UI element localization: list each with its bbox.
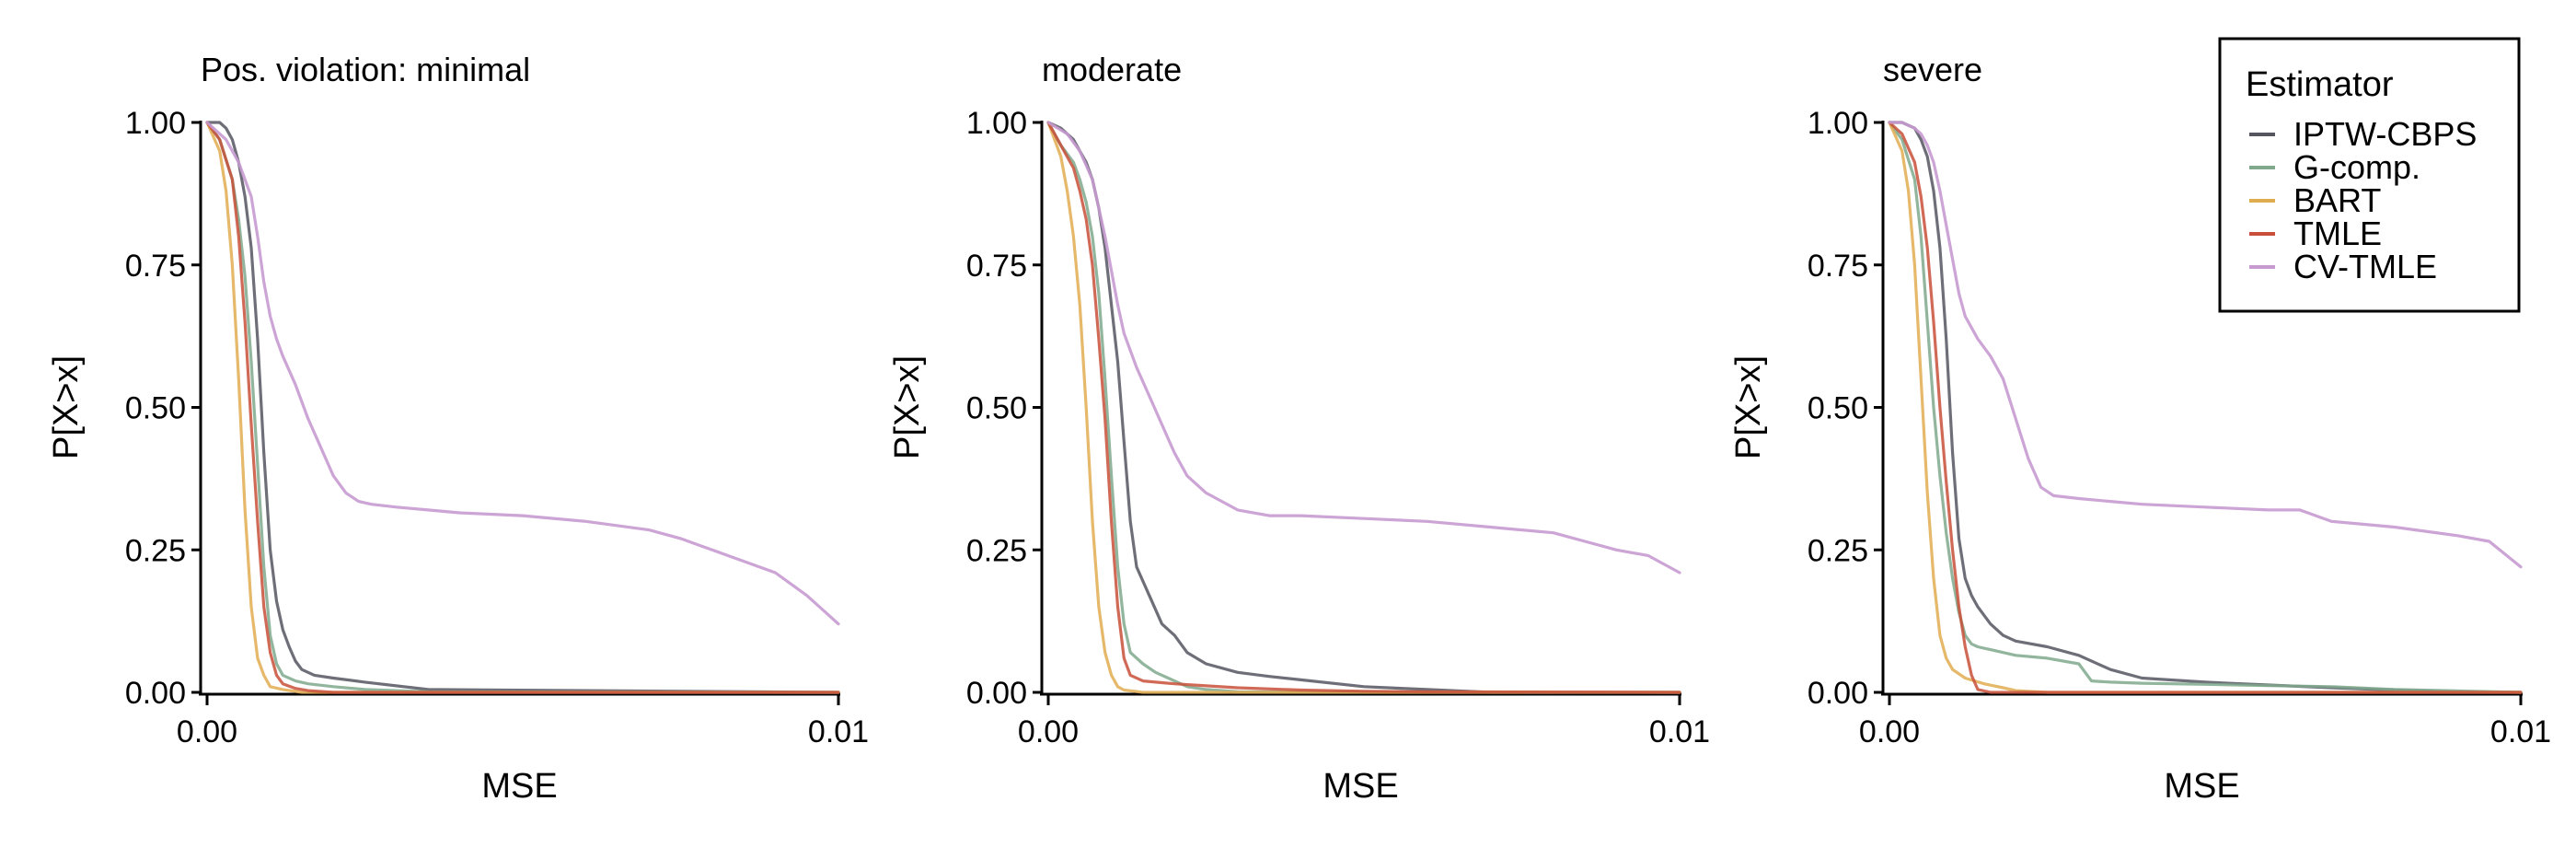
x-tick-label: 0.00 (1859, 714, 1920, 749)
series-line-tmle (1888, 121, 2523, 694)
series-line-bart (1888, 121, 2523, 694)
panel-1: Pos. violation: minimal 0.00 0.25 0.50 0.75 1… (47, 51, 869, 806)
legend-title: Estimator (2246, 65, 2394, 104)
legend-label-tmle: TMLE (2293, 215, 2382, 252)
series-line-cv-tmle (1888, 121, 2523, 569)
series-line-g-comp (205, 121, 840, 694)
x-axis-label: MSE (1323, 767, 1398, 806)
x-axis-label: MSE (481, 767, 557, 806)
series-line-tmle (205, 121, 840, 694)
y-tick-label: 0.00 (125, 676, 186, 711)
panel-title: Pos. violation: minimal (201, 51, 530, 88)
x-tick-label: 0.00 (177, 714, 237, 749)
series-line-bart (1046, 121, 1681, 694)
legend-label-bart: BART (2293, 181, 2381, 219)
series-line-g-comp (1046, 121, 1681, 694)
series-line-bart (205, 121, 840, 694)
panel-3: severe 0.00 0.25 0.50 0.75 1.00 0.00 0.01 MSE P[X… (1729, 51, 2551, 806)
legend-label-g-comp: G-comp. (2293, 148, 2420, 186)
x-tick-label: 0.01 (808, 714, 869, 749)
y-axis-label: P[X>x] (1729, 355, 1768, 459)
panel-title: moderate (1042, 51, 1182, 88)
y-axis-label: P[X>x] (888, 355, 927, 459)
panel-2: moderate 0.00 0.25 0.50 0.75 1.00 0.00 0.01 MSE P… (888, 51, 1710, 806)
x-tick-label: 0.01 (2490, 714, 2551, 749)
y-tick-label: 0.75 (1808, 249, 1868, 284)
y-tick-label: 0.25 (966, 533, 1027, 568)
legend-label-cv-tmle: CV-TMLE (2293, 248, 2437, 285)
y-tick-label: 0.25 (1808, 533, 1868, 568)
legend-label-iptw-cbps: IPTW-CBPS (2293, 115, 2477, 153)
x-tick-label: 0.01 (1649, 714, 1710, 749)
y-tick-label: 0.00 (966, 676, 1027, 711)
series-line-cv-tmle (205, 121, 840, 626)
y-tick-label: 0.00 (1808, 676, 1868, 711)
y-tick-label: 0.50 (1808, 391, 1868, 426)
series-line-g-comp (1888, 121, 2523, 694)
x-tick-label: 0.00 (1018, 714, 1079, 749)
x-axis-label: MSE (2164, 767, 2239, 806)
y-tick-label: 1.00 (125, 106, 186, 141)
panel-title: severe (1883, 51, 1982, 88)
y-axis-label: P[X>x] (47, 355, 86, 459)
y-tick-label: 0.50 (966, 391, 1027, 426)
y-tick-label: 0.50 (125, 391, 186, 426)
y-tick-label: 0.25 (125, 533, 186, 568)
series-line-iptw-cbps (1046, 121, 1681, 694)
y-tick-label: 1.00 (1808, 106, 1868, 141)
series-line-cv-tmle (1046, 121, 1681, 575)
chart-panels: Pos. violation: minimal 0.00 0.25 0.50 0.75 1… (47, 51, 2551, 806)
y-tick-label: 0.75 (966, 249, 1027, 284)
series-line-iptw-cbps (205, 121, 840, 694)
series-line-tmle (1046, 121, 1681, 694)
y-tick-label: 1.00 (966, 106, 1027, 141)
y-tick-label: 0.75 (125, 249, 186, 284)
